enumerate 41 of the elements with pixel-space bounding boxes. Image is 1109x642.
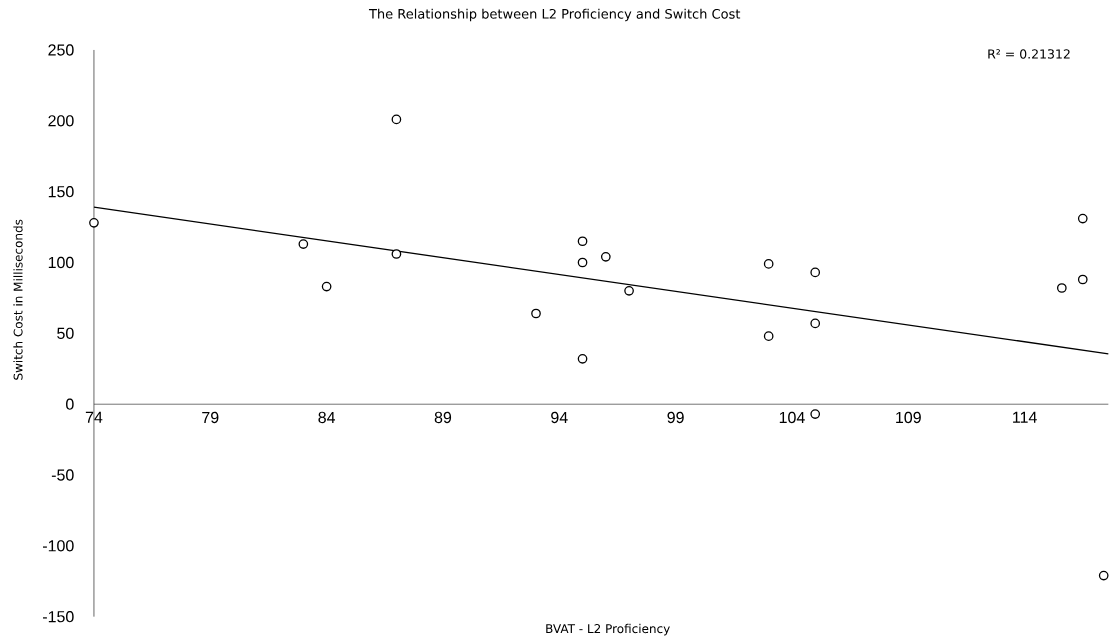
x-tick-label: 94 — [551, 411, 568, 424]
point — [763, 331, 774, 342]
point — [577, 257, 588, 268]
y-tick-label: 250 — [48, 44, 74, 56]
point — [577, 236, 588, 247]
point — [810, 267, 821, 278]
point — [298, 239, 309, 250]
point — [600, 252, 611, 262]
point — [391, 114, 402, 125]
point — [1077, 213, 1088, 224]
y-tick-label: 150 — [48, 186, 74, 198]
y-tick-label: -150 — [42, 611, 74, 623]
point — [763, 259, 774, 269]
x-tick-label: 114 — [1013, 411, 1037, 423]
y-tick-label: 100 — [48, 256, 74, 269]
point — [89, 218, 99, 228]
x-tick-label: 109 — [896, 411, 921, 424]
chart-title: The Relationship between L2 Proficiency and Switch Cost — [368, 8, 741, 22]
point — [577, 354, 588, 364]
x-tick-label: 104 — [779, 411, 805, 424]
point — [321, 281, 332, 292]
y-tick-label: -100 — [42, 540, 74, 552]
x-tick-label: 89 — [434, 411, 452, 424]
y-tick-label: 50 — [57, 327, 74, 340]
point — [531, 308, 541, 319]
point — [624, 286, 634, 296]
point — [1077, 274, 1088, 285]
annotation: R² = 0.21312 — [988, 49, 1070, 59]
point — [810, 318, 821, 329]
point — [810, 409, 821, 420]
point — [391, 249, 402, 259]
x-tick-label: 84 — [318, 411, 336, 424]
point — [1056, 283, 1067, 293]
x-tick-label: 79 — [202, 411, 219, 424]
x-tick-label: 99 — [667, 411, 684, 424]
y-tick-label: 0 — [66, 398, 74, 410]
x-axis-title: BVAT - L2 Proficiency — [546, 624, 670, 636]
x-tick-label: 74 — [85, 411, 103, 423]
y-tick-label: 200 — [48, 115, 74, 127]
y-tick-label: -50 — [51, 469, 74, 481]
y-axis-title: Switch Cost in Milliseconds — [13, 219, 23, 380]
